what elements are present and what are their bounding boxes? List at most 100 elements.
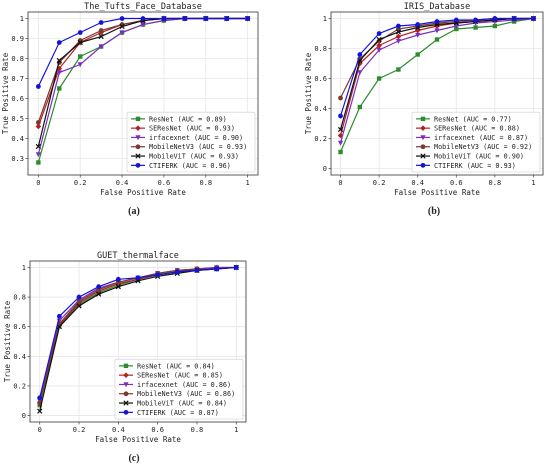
legend-marker	[420, 135, 426, 141]
x-tick-label: 0.4	[411, 179, 424, 187]
data-point	[492, 23, 498, 29]
data-point	[245, 16, 251, 21]
data-point	[56, 40, 62, 45]
data-point	[376, 76, 382, 81]
data-point	[338, 149, 343, 155]
legend-entry: MobileViT (AUC = 0.90)	[434, 152, 524, 160]
y-tick-label: 1	[22, 264, 26, 272]
data-point	[35, 143, 41, 150]
y-tick-label: 0	[323, 165, 327, 173]
series-4	[35, 16, 251, 125]
data-point	[98, 33, 104, 40]
legend-entry: MobileViT (AUC = 0.93)	[149, 152, 239, 160]
data-point	[511, 16, 517, 21]
data-point	[76, 303, 82, 309]
x-tick-label: 0.4	[112, 426, 125, 434]
data-point	[224, 16, 230, 21]
data-point	[376, 38, 382, 44]
series-6	[37, 265, 239, 401]
legend-marker	[123, 391, 129, 397]
chart-panel-2: IRIS_Database 0 0.2 0.4 0.6 0.8 1 0 0.2 0.4 0.6 0.8…	[304, 2, 544, 217]
legend-marker	[135, 162, 141, 168]
chart-title: The_Tufts_Face_Database	[84, 2, 202, 12]
data-point	[376, 31, 382, 36]
x-tick-label: 0.8	[199, 179, 212, 187]
data-point	[115, 284, 121, 290]
legend-marker	[420, 144, 426, 150]
data-point	[454, 26, 459, 32]
data-point	[77, 30, 83, 35]
data-point	[203, 16, 209, 21]
data-point	[415, 52, 420, 57]
y-tick-label: 0.8	[11, 55, 24, 63]
data-point	[119, 23, 125, 30]
series-line	[37, 17, 248, 123]
chart-title: GUET_thermalface	[97, 251, 179, 261]
legend-marker	[420, 162, 426, 168]
legend-marker	[420, 153, 426, 159]
legend-marker	[135, 125, 141, 131]
legend-marker	[135, 153, 141, 159]
legend: ResNet (AUC = 0.84) SEResNet (AUC = 0.85)…	[114, 358, 244, 420]
x-tick-label: 0	[36, 179, 40, 187]
data-point	[473, 25, 478, 30]
legend-marker	[123, 400, 129, 406]
series-6	[338, 16, 536, 119]
data-point	[56, 70, 62, 76]
data-point	[396, 23, 401, 29]
y-tick-label: 0.9	[11, 35, 24, 43]
chart-title: IRIS_Database	[404, 2, 471, 12]
y-tick-label: 1	[323, 15, 327, 23]
data-point	[376, 47, 382, 53]
data-point	[357, 70, 363, 76]
x-tick-label: 1	[531, 179, 535, 187]
data-point	[492, 16, 498, 21]
legend-entry: ResNet (AUC = 0.89)	[149, 115, 227, 123]
data-point	[233, 265, 239, 270]
data-point	[56, 324, 63, 330]
data-point	[140, 16, 146, 21]
data-point	[531, 16, 536, 21]
y-tick-label: 0.4	[314, 105, 327, 113]
data-point	[338, 113, 343, 119]
legend-marker	[123, 372, 129, 378]
data-point	[357, 52, 363, 57]
data-point	[98, 28, 104, 33]
y-tick-label: 0.4	[13, 353, 26, 361]
data-point	[119, 30, 125, 36]
data-point	[434, 19, 440, 24]
data-point	[98, 44, 104, 50]
data-point	[37, 395, 43, 401]
x-axis-label: False Positive Rate	[100, 188, 186, 197]
y-tick-label: 0.2	[13, 382, 26, 390]
legend-entry: ResNet (AUC = 0.77)	[434, 115, 512, 123]
y-tick-label: 0.6	[13, 323, 26, 331]
data-point	[78, 54, 83, 59]
data-point	[77, 62, 83, 68]
legend-entry: MobileNetV3 (AUC = 0.86)	[137, 390, 235, 398]
series-6	[35, 16, 251, 89]
data-point	[434, 28, 440, 34]
data-point	[76, 294, 82, 300]
legend-entry: MobileNetV3 (AUC = 0.92)	[434, 143, 532, 151]
panel-caption: (c)	[128, 453, 139, 464]
data-point	[357, 104, 363, 110]
legend-marker	[135, 135, 141, 141]
data-point	[415, 32, 421, 38]
y-tick-label: 0	[22, 412, 26, 420]
y-axis-label: True Positive Rate	[3, 300, 12, 382]
x-tick-label: 0	[338, 179, 342, 187]
legend-entry: SEResNet (AUC = 0.88)	[434, 125, 520, 133]
y-tick-label: 0.6	[314, 75, 327, 83]
legend: ResNet (AUC = 0.77) SEResNet (AUC = 0.88)…	[411, 111, 541, 173]
data-point	[35, 123, 42, 130]
data-point	[434, 37, 440, 42]
y-tick-label: 0.2	[314, 135, 327, 143]
legend: ResNet (AUC = 0.89) SEResNet (AUC = 0.93)…	[126, 111, 256, 173]
data-point	[396, 67, 401, 72]
data-point	[140, 22, 146, 28]
legend-entry: irfacexnet (AUC = 0.86)	[137, 381, 231, 389]
legend-entry: CTIFERK (AUC = 0.87)	[137, 409, 219, 417]
data-point	[395, 38, 402, 44]
legend-entry: SEResNet (AUC = 0.93)	[149, 125, 235, 133]
